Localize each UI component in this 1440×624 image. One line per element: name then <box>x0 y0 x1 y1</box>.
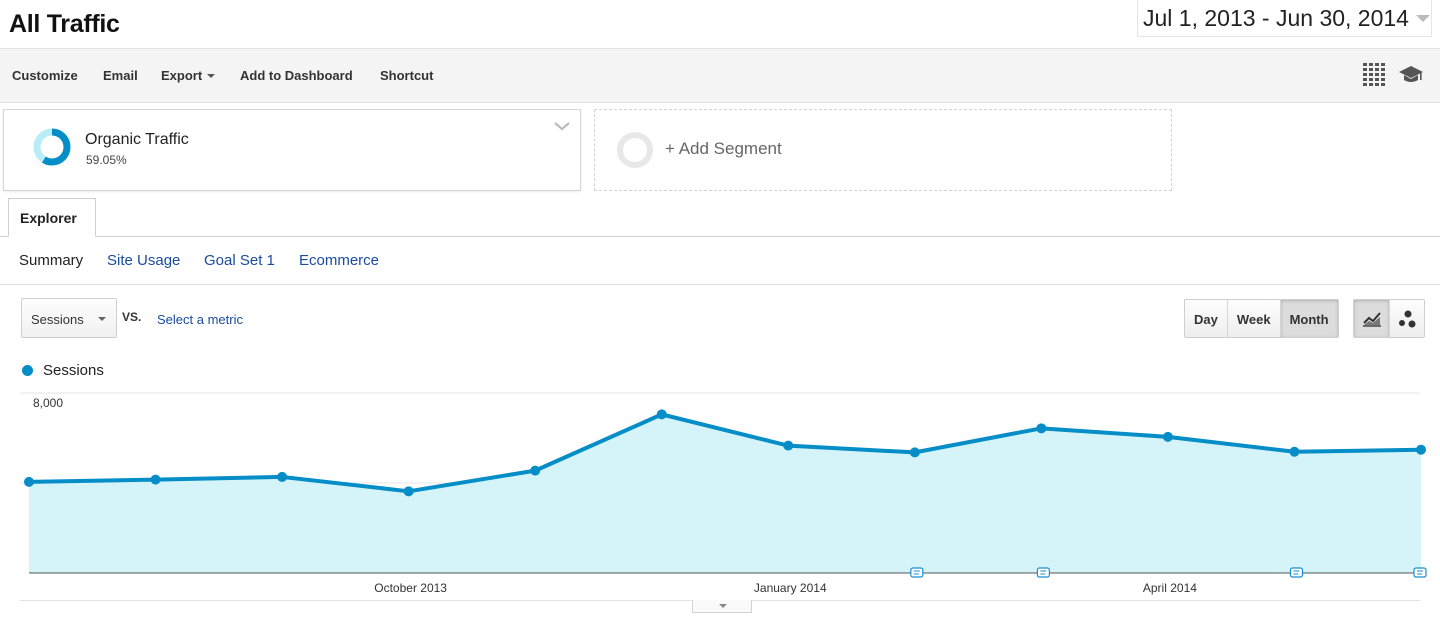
granularity-toggle: Day Week Month <box>1184 299 1339 338</box>
annotation-icon[interactable] <box>1036 567 1050 578</box>
data-point[interactable] <box>403 486 414 497</box>
date-range-text: Jul 1, 2013 - Jun 30, 2014 <box>1143 4 1409 31</box>
metric-dropdown-value: Sessions <box>31 312 84 327</box>
tab-divider <box>0 236 1440 237</box>
chart-expand-toggle[interactable] <box>692 600 752 613</box>
page-title: All Traffic <box>9 10 120 38</box>
subtab-goal-set-1[interactable]: Goal Set 1 <box>204 252 275 269</box>
section-divider <box>0 284 1440 285</box>
data-point[interactable] <box>909 447 920 458</box>
subtab-ecommerce[interactable]: Ecommerce <box>299 252 380 269</box>
data-point[interactable] <box>530 465 541 476</box>
graduation-cap-icon[interactable] <box>1398 65 1424 85</box>
report-toolbar: Customize Email Export Add to Dashboard … <box>0 48 1440 103</box>
empty-segment-ring-icon <box>617 132 653 168</box>
data-point[interactable] <box>1289 446 1300 457</box>
data-point[interactable] <box>277 471 288 482</box>
segment-percent: 59.05% <box>86 153 127 167</box>
caret-down-icon <box>207 74 216 78</box>
add-segment-button[interactable]: + Add Segment <box>594 109 1172 191</box>
chevron-down-icon[interactable] <box>553 120 571 132</box>
x-tick-label: January 2014 <box>754 581 827 595</box>
grid-icon[interactable] <box>1363 63 1385 87</box>
data-point[interactable] <box>1416 444 1426 455</box>
line-chart-icon <box>1362 311 1381 327</box>
line-chart-button[interactable] <box>1354 300 1389 337</box>
legend-swatch <box>22 365 33 376</box>
annotation-icon[interactable] <box>1289 567 1304 578</box>
customize-button[interactable]: Customize <box>12 68 78 83</box>
add-segment-label: + Add Segment <box>665 139 782 158</box>
x-tick-label: April 2014 <box>1143 581 1197 595</box>
subtab-site-usage[interactable]: Site Usage <box>107 252 181 269</box>
tab-explorer[interactable]: Explorer <box>8 198 96 237</box>
month-button[interactable]: Month <box>1279 300 1338 337</box>
annotation-icon[interactable] <box>1413 567 1427 578</box>
caret-down-icon <box>98 317 106 321</box>
y-tick-label: 8,000 <box>33 396 63 410</box>
series-area <box>29 414 1421 573</box>
motion-chart-button[interactable] <box>1389 300 1424 337</box>
week-button[interactable]: Week <box>1226 300 1280 337</box>
data-point[interactable] <box>150 474 161 485</box>
add-to-dashboard-button[interactable]: Add to Dashboard <box>240 68 353 83</box>
data-point[interactable] <box>1036 423 1047 434</box>
shortcut-button[interactable]: Shortcut <box>380 68 434 83</box>
date-range-picker[interactable]: Jul 1, 2013 - Jun 30, 2014 <box>1137 0 1432 37</box>
segment-card-organic-traffic[interactable]: Organic Traffic 59.05% <box>3 109 581 191</box>
export-menu[interactable]: Export <box>161 68 216 83</box>
data-point[interactable] <box>24 476 34 487</box>
segment-ring-icon <box>33 128 71 166</box>
chevron-down-icon <box>1415 14 1430 22</box>
annotation-icon[interactable] <box>910 567 924 578</box>
select-metric-link[interactable]: Select a metric <box>157 312 243 327</box>
data-point[interactable] <box>783 440 794 451</box>
segment-name: Organic Traffic <box>85 131 189 148</box>
data-point[interactable] <box>1162 431 1173 442</box>
data-point[interactable] <box>656 409 667 420</box>
caret-down-icon <box>719 604 727 608</box>
x-tick-label: October 2013 <box>374 581 447 595</box>
email-button[interactable]: Email <box>103 68 138 83</box>
day-button[interactable]: Day <box>1194 312 1218 327</box>
export-label: Export <box>161 68 203 83</box>
chart-type-toggle <box>1353 299 1425 338</box>
chart-legend: Sessions <box>22 362 104 379</box>
metric-dropdown[interactable]: Sessions <box>21 298 117 338</box>
legend-series-name: Sessions <box>43 362 104 379</box>
motion-chart-icon <box>1399 310 1416 327</box>
series-line <box>28 412 1422 494</box>
vs-label: VS. <box>122 310 142 324</box>
subtab-summary[interactable]: Summary <box>19 252 84 269</box>
